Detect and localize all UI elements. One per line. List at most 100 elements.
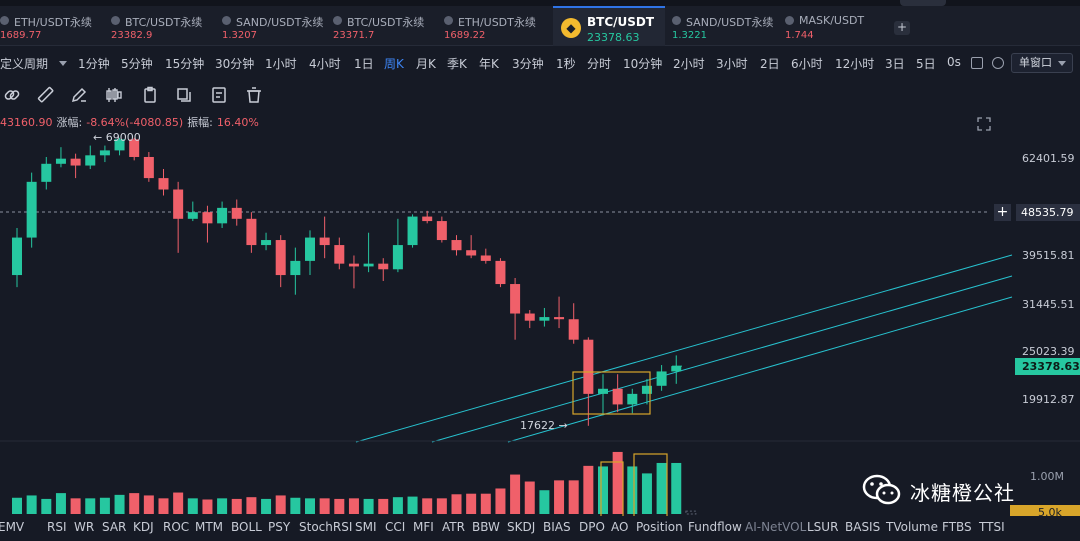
indicator-sar[interactable]: SAR	[102, 520, 127, 534]
layout-select-label: 单窗口	[1019, 56, 1052, 69]
candle-body	[99, 150, 110, 156]
volume-bar	[363, 498, 374, 514]
add-tab-button[interactable]: +	[894, 21, 910, 35]
indicator-skdj[interactable]: SKDJ	[507, 520, 536, 534]
tab-btc-usdt-perp-2[interactable]: BTC/USDT永续 23371.7	[333, 6, 439, 46]
duplicate-icon[interactable]	[175, 86, 193, 104]
note-icon[interactable]	[210, 86, 228, 104]
indicator-fundflow[interactable]: Fundflow	[688, 520, 742, 534]
interval-2h[interactable]: 2小时	[673, 57, 705, 71]
ohlc-change: -8.64%(-4080.85)	[86, 116, 184, 129]
tab-btc-usdt-perp-1[interactable]: BTC/USDT永续 23382.9	[111, 6, 217, 46]
tab-eth-usdt-perp-2[interactable]: ETH/USDT永续 1689.22	[444, 6, 550, 46]
ruler-icon[interactable]	[37, 86, 55, 104]
indicator-emv[interactable]: EMV	[0, 520, 25, 534]
volume-bar	[539, 490, 550, 514]
indicator-ao[interactable]: AO	[611, 520, 629, 534]
interval-custom[interactable]: 自定义周期	[0, 57, 49, 71]
indicator-stochrsi[interactable]: StochRSI	[299, 520, 353, 534]
tab-sand-usdt-perp-2[interactable]: SAND/USDT永续 1.3221	[672, 6, 778, 46]
candle-body	[275, 240, 286, 276]
interval-3m[interactable]: 3分钟	[512, 57, 544, 71]
link-icon[interactable]	[3, 86, 21, 104]
indicator-psy[interactable]: PSY	[268, 520, 291, 534]
candle-body	[671, 366, 682, 372]
tab-name: ETH/USDT永续	[458, 16, 536, 29]
indicator-basis[interactable]: BASIS	[845, 520, 881, 534]
candlestick-chart[interactable]	[0, 108, 1080, 541]
interval-1m[interactable]: 1分钟	[78, 57, 110, 71]
indicator-roc[interactable]: ROC	[163, 520, 190, 534]
expand-icon[interactable]	[977, 116, 991, 131]
settings-icon[interactable]	[992, 57, 1004, 69]
interval-30m[interactable]: 30分钟	[215, 57, 255, 71]
interval-1d[interactable]: 1日	[354, 57, 374, 71]
tab-mask-usdt[interactable]: MASK/USDT 1.744	[785, 6, 885, 46]
clipboard-icon[interactable]	[141, 86, 159, 104]
layout-select[interactable]: 单窗口	[1011, 53, 1073, 73]
candle-body	[480, 255, 491, 261]
indicator-atr[interactable]: ATR	[442, 520, 465, 534]
volume-bar	[436, 498, 447, 514]
indicator-position[interactable]: Position	[636, 520, 683, 534]
volume-bar	[70, 498, 81, 514]
indicator-wr[interactable]: WR	[74, 520, 95, 534]
ohlc-change-label: 涨幅:	[56, 116, 83, 129]
copy-icon[interactable]	[971, 57, 983, 69]
interval-12h[interactable]: 12小时	[835, 57, 875, 71]
indicator-mfi[interactable]: MFI	[413, 520, 434, 534]
candle-body	[158, 178, 169, 190]
tab-sand-usdt-perp-1[interactable]: SAND/USDT永续 1.3207	[222, 6, 328, 46]
candle-body	[129, 139, 140, 157]
tab-eth-usdt-perp-1[interactable]: ETH/USDT永续 1689.77	[0, 6, 106, 46]
interval-1w[interactable]: 周K	[384, 57, 404, 71]
indicator-ftbs[interactable]: FTBS	[942, 520, 972, 534]
indicator-boll[interactable]: BOLL	[231, 520, 262, 534]
volume-bar	[656, 462, 667, 514]
currency-select[interactable]	[900, 0, 946, 6]
indicator-tvolume[interactable]: TVolume	[886, 520, 938, 534]
crosshair-add-button[interactable]: +	[994, 204, 1011, 221]
interval-year[interactable]: 年K	[479, 57, 499, 71]
interval-4h[interactable]: 4小时	[309, 57, 341, 71]
interval-15m[interactable]: 15分钟	[165, 57, 205, 71]
indicator-mtm[interactable]: MTM	[195, 520, 224, 534]
tab-price: 23382.9	[111, 30, 153, 41]
candle-body	[495, 260, 506, 285]
interval-6h[interactable]: 6小时	[791, 57, 823, 71]
interval-3d[interactable]: 3日	[885, 57, 905, 71]
candle-body	[539, 317, 550, 321]
indicator-dpo[interactable]: DPO	[579, 520, 605, 534]
chevron-down-icon	[1058, 61, 1066, 66]
ohlc-price: 43160.90	[0, 116, 53, 129]
highlight-box-price	[572, 371, 651, 415]
candle-body	[334, 245, 345, 264]
tab-btc-usdt-active[interactable]: ◆ BTC/USDT 23378.63	[553, 6, 665, 46]
indicator-bbw[interactable]: BBW	[472, 520, 500, 534]
indicator-cci[interactable]: CCI	[385, 520, 406, 534]
interval-1s[interactable]: 1秒	[556, 57, 576, 71]
interval-3h[interactable]: 3小时	[716, 57, 748, 71]
indicator-ttsi[interactable]: TTSI	[979, 520, 1005, 534]
candles-icon[interactable]	[105, 86, 123, 104]
pen-icon[interactable]	[70, 86, 88, 104]
candle-body	[187, 212, 198, 219]
indicator-smi[interactable]: SMI	[355, 520, 377, 534]
indicator-ai-netvol[interactable]: AI-NetVOL	[745, 520, 807, 534]
interval-0s[interactable]: 0s	[947, 55, 961, 69]
interval-5d[interactable]: 5日	[916, 57, 936, 71]
interval-1mo[interactable]: 月K	[416, 57, 436, 71]
indicator-bias[interactable]: BIAS	[543, 520, 571, 534]
interval-1h[interactable]: 1小时	[265, 57, 297, 71]
interval-2d[interactable]: 2日	[760, 57, 780, 71]
indicator-rsi[interactable]: RSI	[47, 520, 67, 534]
binance-coin-icon: ◆	[561, 18, 581, 38]
trash-icon[interactable]	[245, 86, 263, 104]
interval-quarter[interactable]: 季K	[447, 57, 467, 71]
indicator-lsur[interactable]: LSUR	[807, 520, 839, 534]
interval-timeline[interactable]: 分时	[587, 57, 612, 71]
interval-5m[interactable]: 5分钟	[121, 57, 153, 71]
indicator-kdj[interactable]: KDJ	[133, 520, 154, 534]
interval-10m[interactable]: 10分钟	[623, 57, 663, 71]
chevron-down-icon[interactable]	[59, 61, 67, 66]
